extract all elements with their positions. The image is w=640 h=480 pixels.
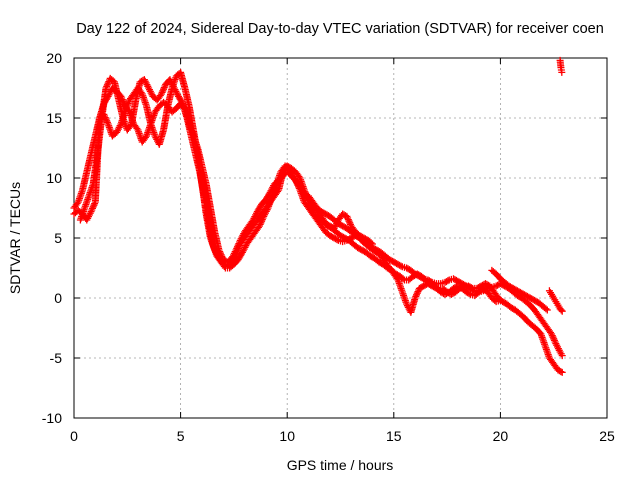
data-point (465, 290, 473, 298)
data-point (258, 216, 266, 224)
data-point (288, 171, 296, 179)
data-point (295, 173, 303, 180)
data-point (346, 219, 354, 227)
x-tick-label: 15 (386, 428, 402, 444)
data-point (286, 166, 294, 174)
data-point (287, 169, 295, 177)
data-point (469, 286, 477, 294)
data-point (418, 274, 426, 282)
data-point (86, 209, 94, 217)
axis-ticks: 0 5 10 15 20 25 -10 -5 0 5 10 15 20 (42, 50, 615, 444)
data-point (263, 206, 271, 214)
data-point (259, 214, 267, 222)
data-point (257, 219, 265, 227)
data-point (344, 216, 352, 224)
data-point (549, 333, 557, 341)
data-point (157, 90, 165, 98)
data-point (550, 336, 558, 344)
data-point (433, 284, 441, 292)
data-point (397, 262, 405, 270)
x-tick-label: 5 (177, 428, 185, 444)
y-tick-label: 5 (54, 230, 62, 246)
data-point (126, 122, 134, 129)
x-tick-label: 25 (599, 428, 615, 444)
series-track-e (488, 266, 551, 314)
data-point (158, 88, 166, 96)
data-point (343, 212, 351, 220)
data-point (103, 118, 111, 126)
data-point (159, 87, 167, 95)
data-point (542, 305, 550, 313)
data-point (558, 68, 566, 76)
y-tick-label: -10 (42, 410, 62, 426)
data-point (557, 368, 565, 376)
data-point (87, 208, 95, 216)
data-point (90, 201, 98, 209)
data-point (141, 134, 149, 141)
y-tick-label: -5 (50, 350, 63, 366)
series-track-g (556, 56, 566, 76)
data-point (399, 275, 407, 283)
data-point (414, 288, 422, 296)
x-axis-label: GPS time / hours (287, 457, 394, 473)
data-point (103, 82, 111, 90)
data-point (103, 81, 111, 89)
series-track-f (545, 287, 566, 315)
data-point (444, 277, 452, 285)
data-point (116, 122, 124, 130)
data-point (345, 217, 353, 225)
data-point (548, 330, 556, 338)
data-point (88, 206, 96, 214)
data-point (133, 125, 141, 132)
data-points (70, 56, 566, 376)
data-point (411, 294, 419, 302)
data-point (102, 84, 110, 92)
x-tick-label: 20 (493, 428, 509, 444)
data-point (91, 200, 99, 208)
data-point (412, 292, 420, 300)
chart-title: Day 122 of 2024, Sidereal Day-to-day VTE… (76, 21, 604, 37)
x-tick-label: 10 (279, 428, 295, 444)
data-point (220, 263, 228, 270)
data-point (285, 164, 293, 172)
data-point (73, 200, 81, 207)
data-point (178, 98, 186, 106)
y-axis-label: SDTVAR / TECUs (7, 182, 23, 294)
data-point (550, 335, 558, 343)
data-point (427, 278, 435, 286)
data-point (104, 79, 112, 87)
data-point (88, 204, 96, 212)
data-point (160, 85, 168, 93)
data-point (548, 332, 556, 340)
y-tick-label: 20 (46, 50, 62, 66)
data-point (482, 285, 490, 293)
data-point (558, 352, 566, 360)
data-point (255, 222, 263, 230)
x-tick-label: 0 (70, 428, 78, 444)
data-point (258, 217, 266, 225)
data-point (256, 220, 264, 228)
data-point (89, 203, 97, 211)
y-tick-label: 0 (54, 290, 62, 306)
data-point (160, 84, 168, 92)
data-point (413, 291, 421, 299)
data-point (543, 306, 551, 314)
data-point (413, 289, 421, 297)
y-tick-label: 10 (46, 170, 62, 186)
data-point (333, 236, 341, 244)
data-point (557, 306, 565, 314)
data-point (287, 168, 295, 176)
data-point (558, 368, 566, 376)
data-point (344, 214, 352, 222)
y-tick-label: 15 (46, 110, 62, 126)
data-point (551, 338, 559, 346)
data-point (558, 307, 566, 315)
